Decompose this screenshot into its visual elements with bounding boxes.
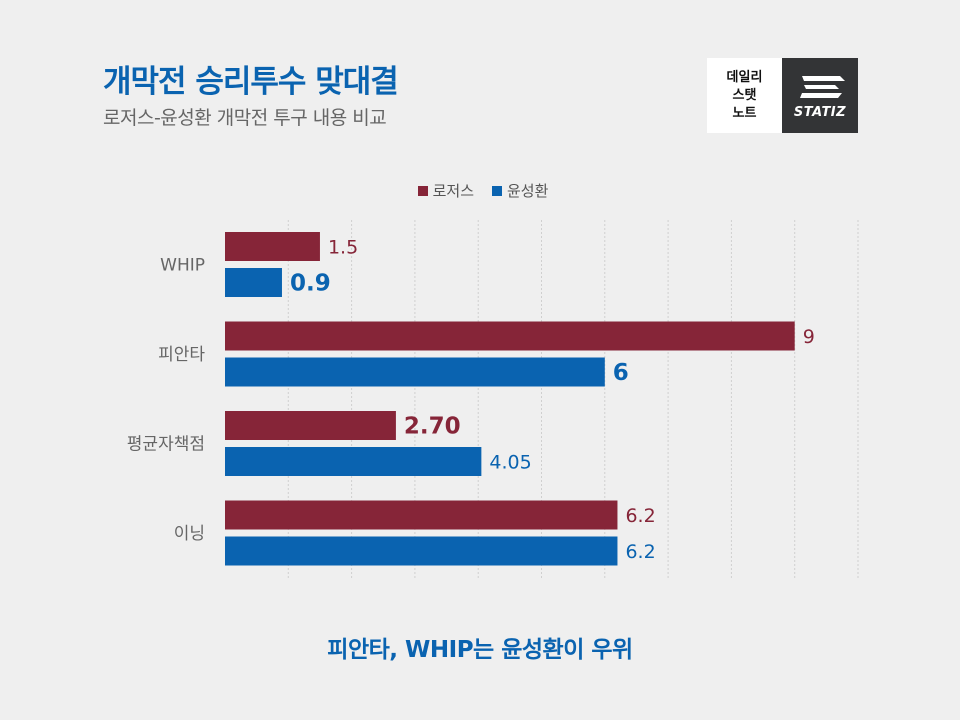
data-label: 9 xyxy=(803,326,815,348)
category-label: 이닝 xyxy=(174,524,205,544)
data-label: 6.2 xyxy=(625,505,655,527)
statiz-stripes-icon xyxy=(800,76,845,98)
category-label: 평균자책점 xyxy=(127,435,205,455)
chart-subtitle: 로저스-윤성환 개막전 투구 내용 비교 xyxy=(103,107,387,129)
bar-rogers xyxy=(225,500,618,530)
data-label: 0.9 xyxy=(290,271,331,297)
statiz-logo: STATIZ xyxy=(782,58,858,133)
bar-yoon xyxy=(225,536,618,566)
bar-yoon xyxy=(225,268,282,297)
daily-stat-note-logo: 데일리 스탯 노트 xyxy=(707,58,782,133)
data-label: 1.5 xyxy=(328,237,358,259)
logo-line-1: 데일리 xyxy=(726,69,763,85)
legend-item-rogers: 로저스 xyxy=(417,180,474,201)
legend-label-yoon: 윤성환 xyxy=(507,182,549,200)
bar-yoon xyxy=(225,447,482,476)
category-label: WHIP xyxy=(160,256,205,276)
chart-footer-caption: 피안타, WHIP는 윤성환이 우위 xyxy=(327,637,633,663)
logo-line-2: 스탯 xyxy=(732,87,757,103)
statiz-wordmark: STATIZ xyxy=(793,105,847,120)
legend-swatch-yoon xyxy=(492,185,502,196)
category-label: 피안타 xyxy=(158,345,205,365)
bar-yoon xyxy=(225,357,605,387)
data-label: 6.2 xyxy=(625,541,655,563)
data-label: 6 xyxy=(613,360,629,386)
bar-rogers xyxy=(225,321,795,351)
chart-title: 개막전 승리투수 맞대결 xyxy=(103,64,399,100)
chart-legend: 로저스 윤성환 xyxy=(0,180,960,201)
bar-rogers xyxy=(225,411,396,440)
bar-chart: WHIP 1.5 0.9 피안타 9 6 평균자책점 2.70 4.05 이닝 6.2 6.2 xyxy=(127,220,859,578)
logo-line-3: 노트 xyxy=(732,105,757,121)
data-label: 4.05 xyxy=(489,452,531,474)
bar-rogers xyxy=(225,232,320,261)
legend-item-yoon: 윤성환 xyxy=(492,180,548,201)
legend-label-rogers: 로저스 xyxy=(432,182,474,200)
data-label: 2.70 xyxy=(404,414,461,440)
legend-swatch-rogers xyxy=(417,185,428,196)
